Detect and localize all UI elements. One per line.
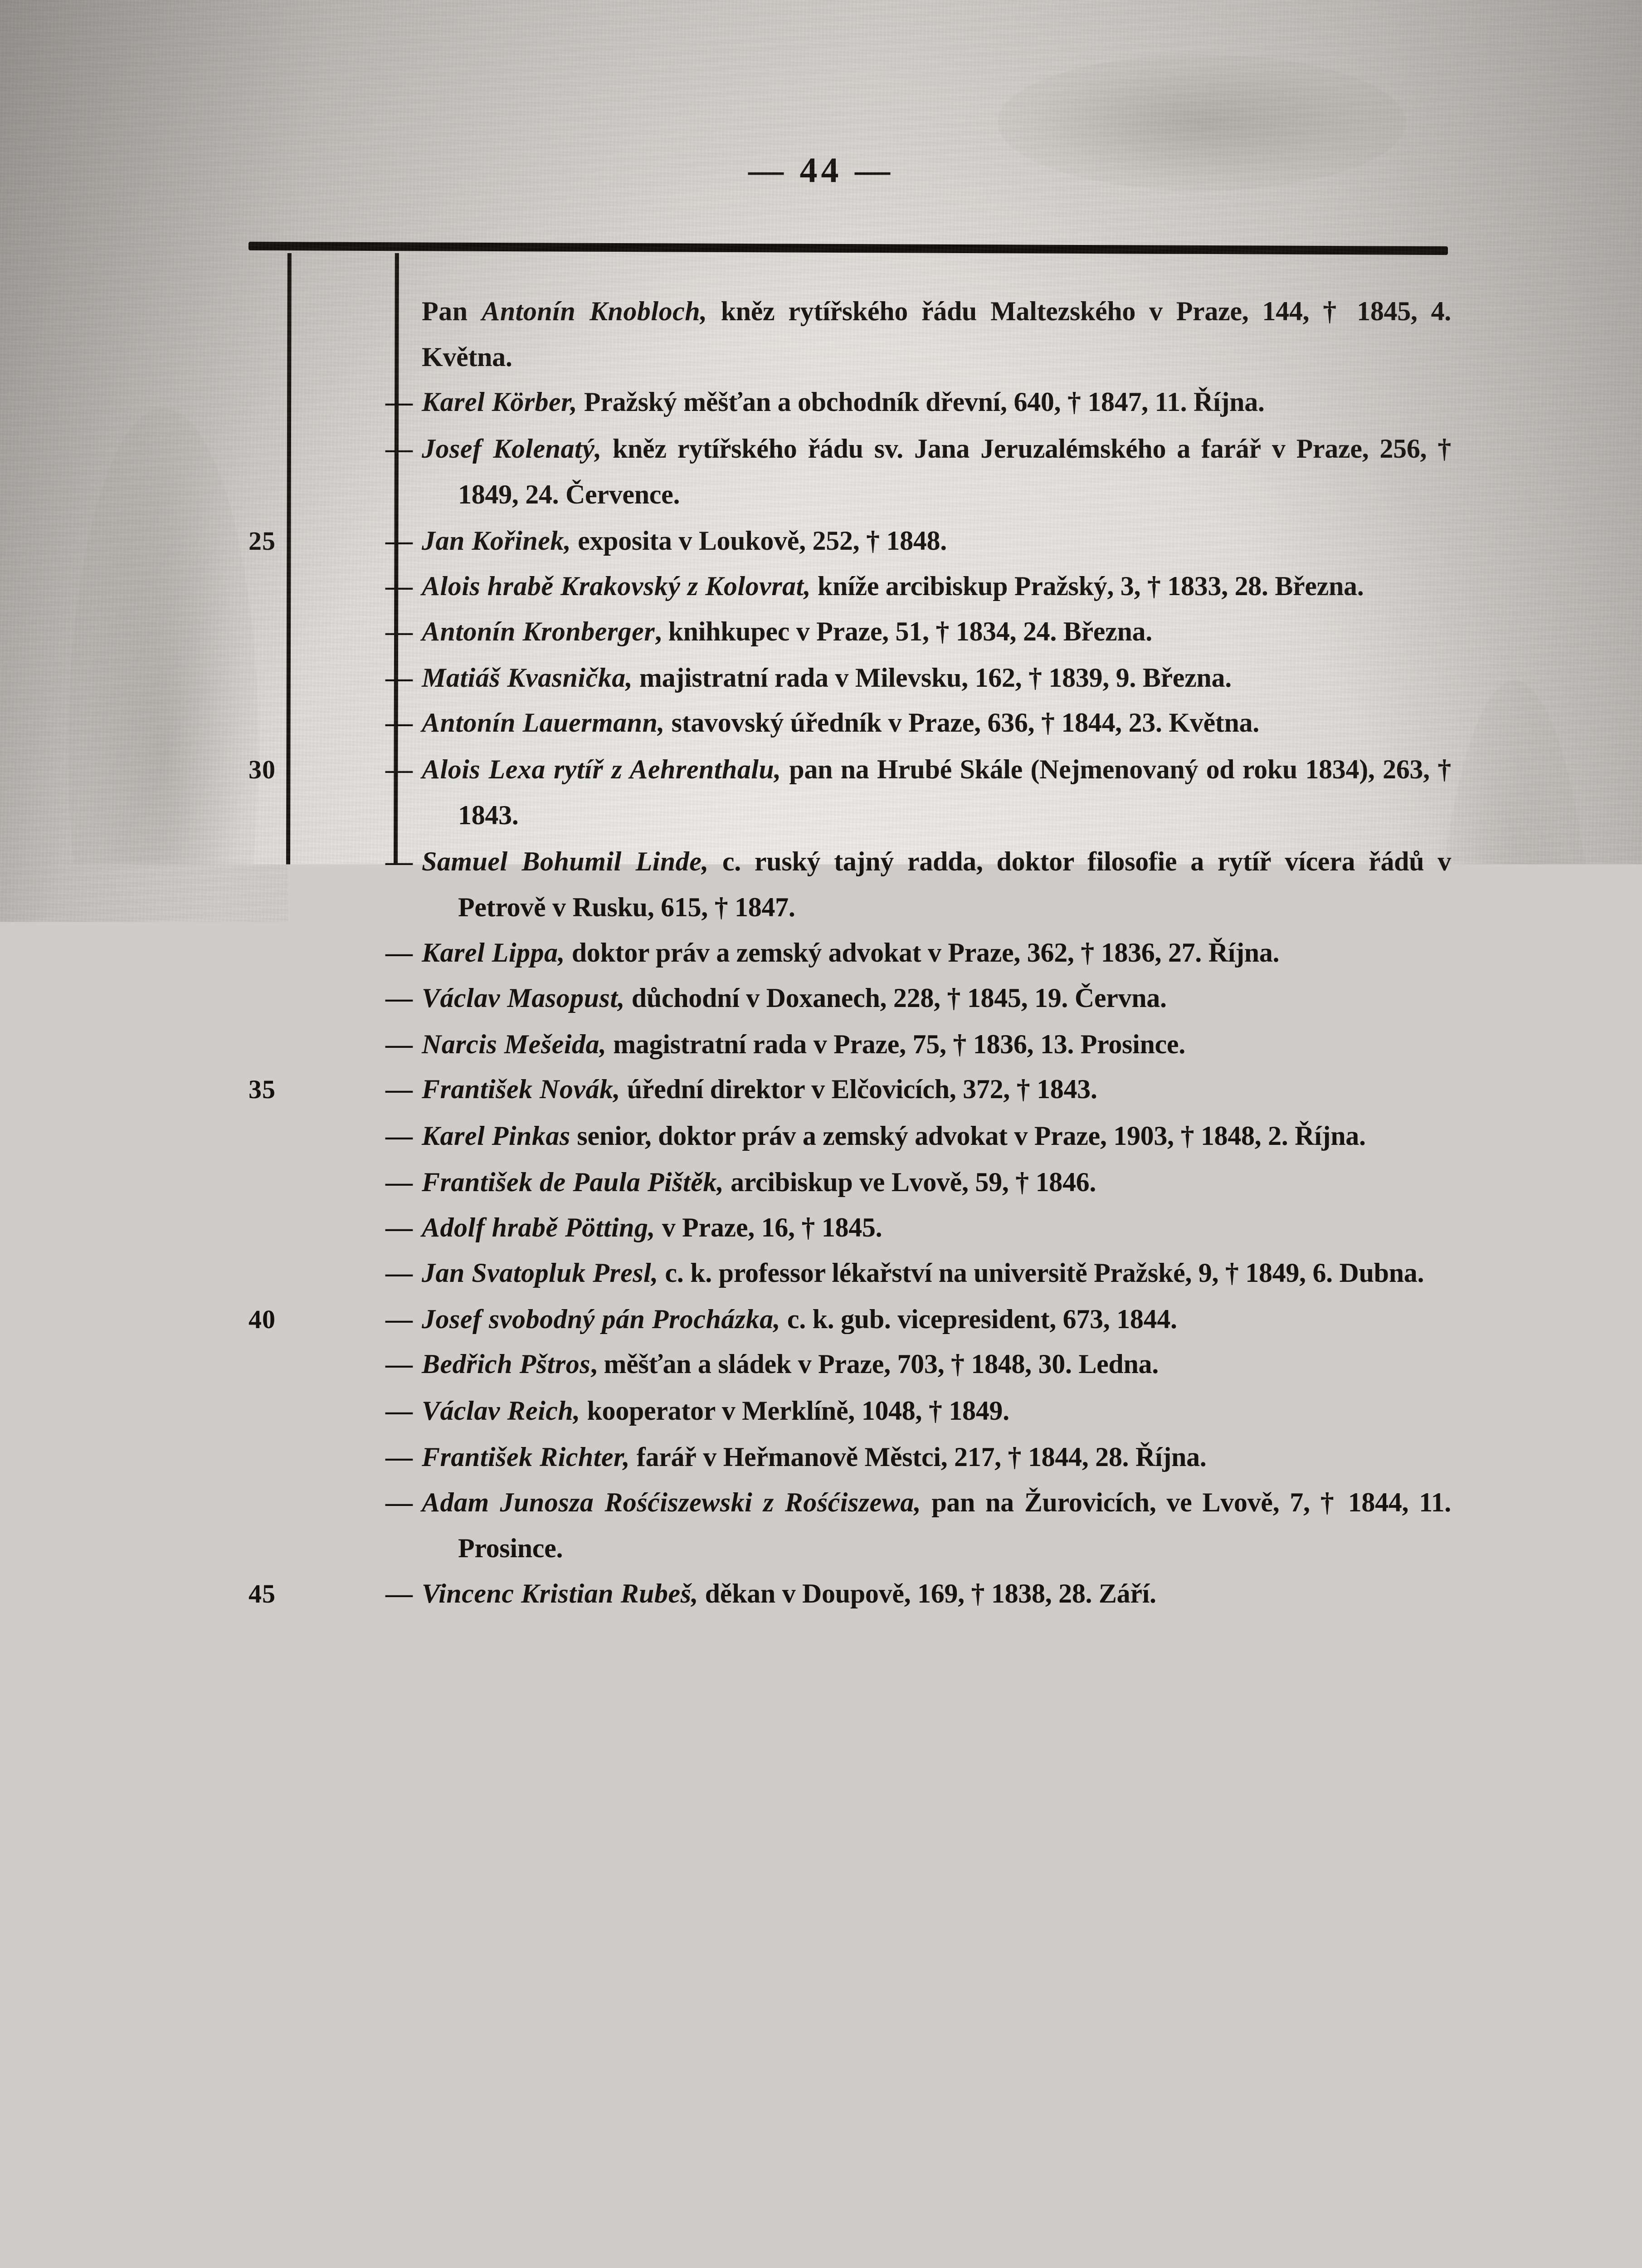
entry-person: František de Paula Pištěk, [422, 1167, 724, 1197]
entry-detail: c. k. gub. vicepresident, 673, 1844. [780, 1304, 1177, 1334]
entry-detail: majistratní rada v Milevsku, 162, † 1839… [633, 663, 1232, 693]
entry-detail: kněz rytířského řádu sv. Jana Jeruzaléms… [458, 434, 1451, 509]
entry-person: Alois hrabě Krakovský z Kolovrat, [422, 571, 811, 601]
list-item: —Josef Kolenatý, kněz rytířského řádu sv… [422, 426, 1451, 518]
entry-detail: stavovský úředník v Praze, 636, † 1844, … [665, 708, 1259, 738]
entry-detail: , knihkupec v Praze, 51, † 1834, 24. Bře… [655, 616, 1152, 646]
list-item: Pan Antonín Knobloch, kněz rytířského řá… [422, 288, 1451, 380]
list-item: —Samuel Bohumil Linde, c. ruský tajný ra… [422, 839, 1451, 930]
entry-detail: senior, doktor práv a zemský advokat v P… [570, 1121, 1366, 1151]
entry-person: Jan Kořinek, [422, 526, 571, 556]
list-item: —Antonín Kronberger, knihkupec v Praze, … [422, 609, 1451, 655]
entry-person: Antonín Lauermann, [422, 708, 665, 738]
entry-detail: exposita v Loukově, 252, † 1848. [571, 526, 947, 556]
list-item: —František de Paula Pištěk, arcibiskup v… [422, 1159, 1451, 1205]
list-item: —Jan Svatopluk Presl, c. k. professor lé… [422, 1250, 1451, 1296]
line-number: 30 [248, 747, 317, 792]
entry-person: Josef Kolenatý, [422, 434, 602, 464]
entry-person: Narcis Mešeida, [422, 1029, 606, 1059]
entry-detail: Pražský měšťan a obchodník dřevní, 640, … [577, 387, 1264, 417]
line-number: 35 [248, 1066, 317, 1112]
entry-person: Karel Pinkas [422, 1121, 570, 1151]
list-item: —Karel Pinkas senior, doktor práv a zems… [422, 1113, 1451, 1159]
entry-person: Matiáš Kvasnička, [422, 663, 633, 693]
list-item: —Adam Junosza Rośćiszewski z Rośćiszewa,… [422, 1480, 1451, 1571]
entry-detail: magistratní rada v Praze, 75, † 1836, 13… [606, 1029, 1185, 1059]
entry-person: Antonín Kronberger [422, 616, 655, 646]
list-item: —Karel Körber, Pražský měšťan a obchodní… [422, 379, 1451, 425]
entry-person: Adolf hrabě Pötting, [422, 1212, 655, 1242]
entry-detail: doktor práv a zemský advokat v Praze, 36… [565, 938, 1279, 968]
entry-person: Bedřich Pštros [422, 1349, 590, 1379]
list-item: 40 —Josef svobodný pán Procházka, c. k. … [422, 1296, 1451, 1342]
entry-person: Alois Lexa rytíř z Aehrenthalu, [422, 754, 781, 784]
list-item: —Václav Masopust, důchodní v Doxanech, 2… [422, 975, 1451, 1021]
entry-detail: c. k. professor lékařství na universitě … [658, 1258, 1424, 1288]
list-item: 30 —Alois Lexa rytíř z Aehrenthalu, pan … [422, 747, 1451, 838]
entry-person: Antonín Knobloch, [482, 296, 707, 326]
list-item: —Narcis Mešeida, magistratní rada v Praz… [422, 1022, 1451, 1067]
entry-person: Samuel Bohumil Linde, [422, 846, 709, 876]
entry-lead: Pan [422, 296, 482, 326]
list-item: —František Richter, farář v Heřmanově Mě… [422, 1434, 1451, 1480]
list-item: 35 —František Novák, úřední direktor v E… [422, 1066, 1451, 1112]
entry-detail: farář v Heřmanově Městci, 217, † 1844, 2… [630, 1442, 1206, 1472]
entry-detail: děkan v Doupově, 169, † 1838, 28. Září. [698, 1579, 1156, 1608]
list-item: —Václav Reich, kooperator v Merklíně, 10… [422, 1388, 1451, 1434]
line-number: 25 [248, 518, 317, 564]
entry-detail: úřední direktor v Elčovicích, 372, † 184… [620, 1074, 1097, 1104]
entry-person: Václav Masopust, [422, 983, 625, 1013]
entry-detail: arcibiskup ve Lvově, 59, † 1846. [724, 1167, 1096, 1197]
entry-person: Jan Svatopluk Presl, [422, 1258, 658, 1288]
list-item: —Antonín Lauermann, stavovský úředník v … [422, 700, 1451, 746]
entry-detail: , měšťan a sládek v Praze, 703, † 1848, … [590, 1349, 1159, 1379]
list-item: —Alois hrabě Krakovský z Kolovrat, kníže… [422, 563, 1451, 609]
entry-person: Josef svobodný pán Procházka, [422, 1304, 780, 1334]
entry-person: Václav Reich, [422, 1396, 580, 1426]
list-item: —Matiáš Kvasnička, majistratní rada v Mi… [422, 655, 1451, 701]
page-folio: — 44 — [0, 150, 1642, 191]
entry-detail: kníže arcibiskup Pražský, 3, † 1833, 28.… [811, 571, 1364, 601]
list-item: 25 —Jan Kořinek, exposita v Loukově, 252… [422, 518, 1451, 564]
entry-person: František Richter, [422, 1442, 630, 1472]
list-item: 45 —Vincenc Kristian Rubeš, děkan v Doup… [422, 1571, 1451, 1617]
list-item: —Adolf hrabě Pötting, v Praze, 16, † 184… [422, 1205, 1451, 1251]
entry-person: František Novák, [422, 1074, 620, 1104]
entry-person: Vincenc Kristian Rubeš, [422, 1579, 698, 1608]
line-number: 45 [248, 1571, 317, 1617]
list-item: —Karel Lippa, doktor práv a zemský advok… [422, 930, 1451, 976]
entry-person: Karel Lippa, [422, 938, 565, 968]
entry-detail: kooperator v Merklíně, 1048, † 1849. [580, 1396, 1009, 1426]
entry-list: Pan Antonín Knobloch, kněz rytířského řá… [422, 288, 1451, 1617]
scanned-page: — 44 — Pan Antonín Knobloch, kněz rytířs… [0, 0, 1642, 2268]
entry-person: Adam Junosza Rośćiszewski z Rośćiszewa, [422, 1487, 921, 1517]
line-number: 40 [248, 1296, 317, 1342]
entry-person: Karel Körber, [422, 387, 577, 417]
entry-detail: důchodní v Doxanech, 228, † 1845, 19. Če… [625, 983, 1167, 1013]
list-item: —Bedřich Pštros, měšťan a sládek v Praze… [422, 1341, 1451, 1387]
entry-detail: v Praze, 16, † 1845. [655, 1212, 882, 1242]
